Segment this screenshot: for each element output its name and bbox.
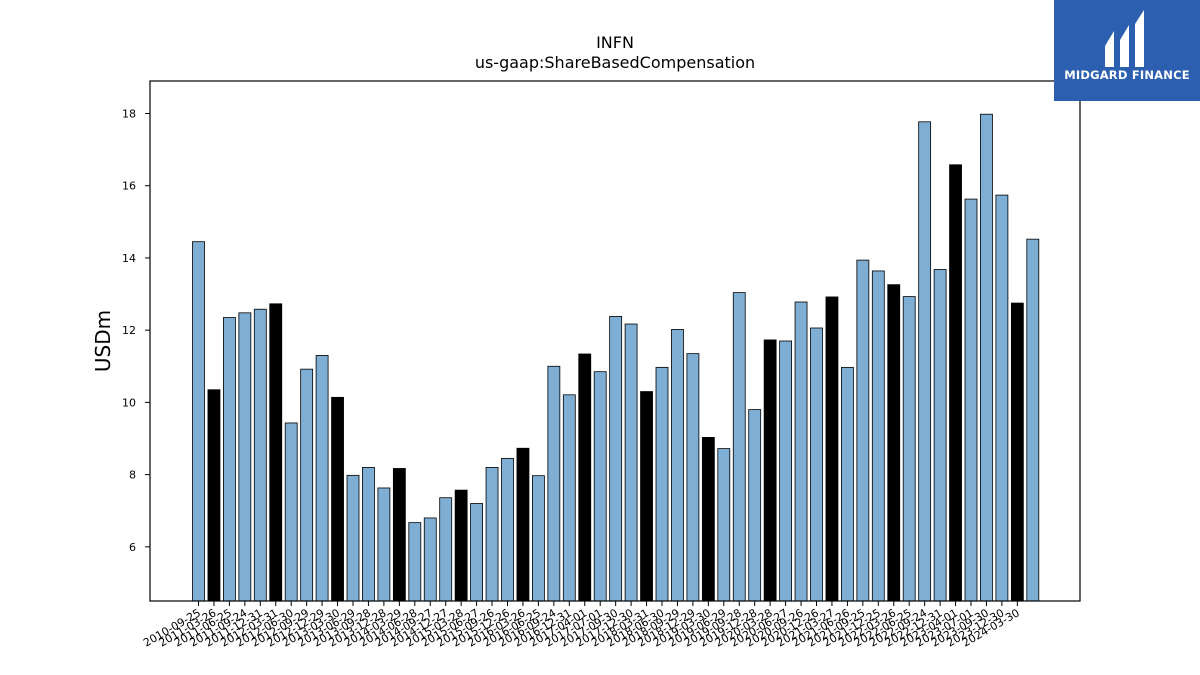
bar: [346, 474, 360, 602]
bar: [454, 489, 468, 602]
bar: [794, 301, 808, 602]
bar: [377, 487, 391, 602]
y-axis-label: USDm: [91, 310, 115, 372]
y-tick-label: 14: [122, 252, 136, 265]
bars-group: [192, 113, 1040, 602]
bar: [980, 113, 993, 602]
y-tick-label: 10: [122, 396, 136, 409]
bar: [763, 339, 777, 602]
bar: [284, 422, 298, 602]
bar: [253, 308, 267, 602]
bar: [408, 522, 422, 602]
bar: [902, 296, 916, 602]
logo-text: MIDGARD FINANCE: [1064, 68, 1190, 82]
bar: [918, 121, 932, 602]
bar: [995, 194, 1009, 602]
bar: [300, 368, 314, 602]
bar: [392, 468, 406, 602]
bar: [841, 366, 854, 602]
bar: [609, 316, 623, 602]
y-tick-label: 12: [122, 324, 136, 337]
plot-frame: [149, 80, 1081, 602]
bar: [655, 366, 669, 602]
bar: [717, 448, 731, 602]
bar: [871, 270, 885, 602]
chart-title: INFN: [596, 33, 634, 52]
bar: [547, 365, 561, 602]
bar: [825, 296, 839, 602]
bar: [949, 164, 962, 602]
bar: [238, 312, 252, 602]
bar: [269, 303, 283, 602]
bar: [810, 327, 823, 602]
bar: [532, 475, 545, 602]
y-tick-label: 18: [122, 108, 136, 121]
bar: [933, 269, 947, 602]
bar: [207, 389, 221, 602]
bar: [1010, 302, 1024, 602]
y-tick-label: 6: [129, 541, 136, 554]
y-tick-label: 16: [122, 180, 136, 193]
bar: [516, 447, 530, 602]
bar: [748, 409, 762, 602]
bar: [686, 353, 700, 602]
bar: [1026, 238, 1040, 602]
y-tick-label: 8: [129, 469, 136, 482]
bar: [593, 371, 607, 602]
bar: [732, 292, 746, 602]
bar: [439, 497, 453, 602]
bar: [315, 355, 329, 602]
midgard-finance-logo: MIDGARD FINANCE: [1054, 0, 1200, 101]
bar: [192, 241, 205, 602]
bar: [331, 396, 344, 602]
bar: [640, 391, 653, 602]
bar: [701, 437, 715, 602]
x-axis: 2010-09-252011-03-262011-06-252011-09-24…: [141, 601, 1022, 650]
bar: [222, 317, 236, 602]
bar: [779, 340, 792, 602]
bar: [964, 198, 978, 602]
bar: [485, 466, 499, 602]
bar: [423, 517, 437, 602]
chart-subtitle: us-gaap:ShareBasedCompensation: [475, 53, 755, 72]
bar: [470, 503, 484, 602]
bar: [501, 457, 514, 602]
bar: [624, 323, 638, 602]
bar: [562, 394, 576, 602]
bar: [578, 353, 592, 602]
bar: [362, 466, 375, 602]
y-axis: 6 8 10 12 14 16 18: [122, 108, 150, 554]
bar: [887, 284, 901, 602]
bar: [671, 329, 684, 602]
midgard-m-logo-icon: [1105, 10, 1144, 67]
bar: [856, 259, 870, 602]
